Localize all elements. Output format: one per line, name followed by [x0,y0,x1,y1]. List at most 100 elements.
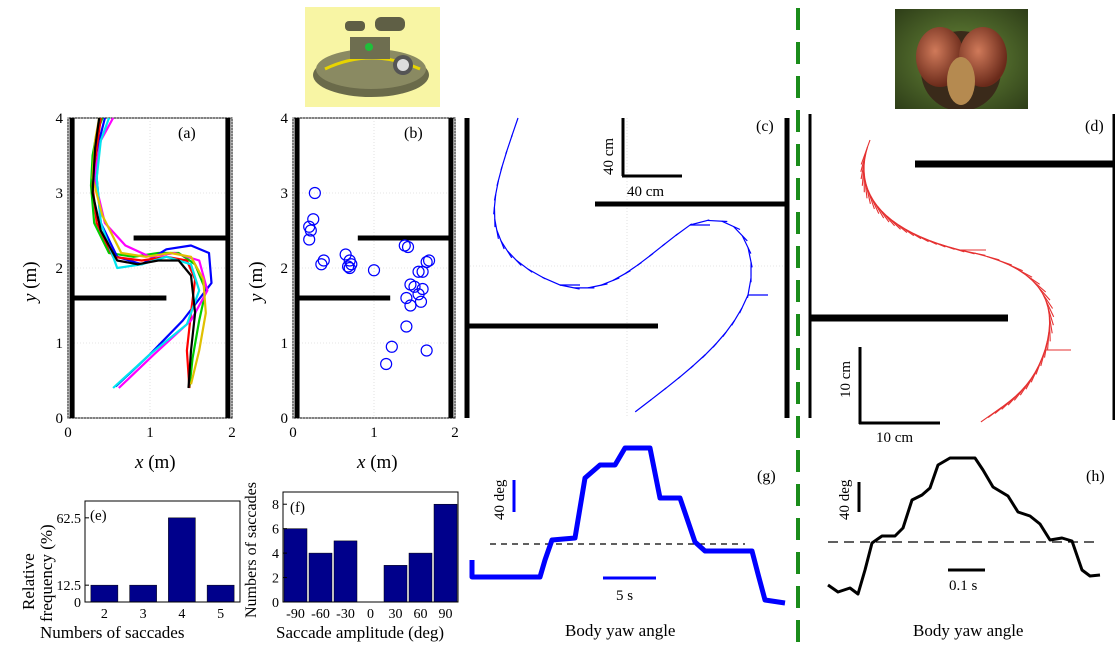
panel-c-segment [587,283,608,289]
panel-c-segment [664,376,681,390]
panel-c-segment [510,117,519,138]
panel-b-point [404,278,417,291]
panel-a-y-ticks: 0 1 2 3 4 [56,111,64,427]
panel-b-points [303,186,436,371]
panel-e-x-ticks: 2 3 4 5 [101,607,224,622]
panel-d-segment [1037,286,1054,309]
a-x-tick-label: 2 [228,425,236,441]
a-y-tick-label: 2 [56,261,64,277]
f-bar [308,552,333,603]
b-x-tick-label: 2 [451,425,459,441]
panel-b-point [307,213,320,226]
panel-e-label: (e) [90,508,107,524]
f-x-tick-label: 60 [414,607,428,622]
b-y-tick-label: 0 [281,411,289,427]
panel-h-label: (h) [1086,468,1105,485]
b-y-tick-label: 2 [281,261,289,277]
e-x-tick-label: 2 [101,607,108,622]
panel-a-series-line-6 [91,117,197,389]
panel-a-ylabel: y (m) [20,261,41,304]
panel-b-endpoints: 0 1 2 3 4 0 1 2 (b) x (m) y (m) [246,111,459,473]
panel-b-point [303,233,316,246]
panel-c-segment [493,207,496,228]
panel-b-x-ticks: 0 1 2 [289,425,459,441]
a-x-tick-label: 0 [64,425,72,441]
f-y-tick-label: 2 [272,572,279,587]
panel-h-scale-v-label: 40 deg [837,479,853,520]
panel-h-yaw-fly: 40 deg 0.1 s (h) Body yaw angle [827,456,1105,640]
panel-b-point [422,254,436,267]
panel-d-segment [861,159,866,186]
panel-b-point [308,186,321,200]
panel-h-scale-h-label: 0.1 s [949,578,978,594]
e-bar [206,584,235,603]
f-x-tick-label: -90 [286,607,305,622]
panel-f-ylabel: Numbers of saccades [243,482,260,618]
panel-b-point [343,261,356,275]
panel-b-point [416,282,429,296]
f-x-tick-label: -60 [311,607,330,622]
panel-d-segment [864,178,871,205]
panel-b-point [341,260,355,273]
a-x-tick-label: 1 [146,425,154,441]
panel-d-segment [1047,307,1053,334]
panel-e-y-ticks: 0 12.5 62.5 [57,512,89,611]
panel-h-title: Body yaw angle [913,621,1023,640]
panel-f-label: (f) [290,500,305,516]
panel-a-label: (a) [178,125,196,142]
panel-e-bars [90,517,235,603]
panel-g-yaw-line [469,445,786,606]
panel-b-point [400,291,413,305]
panel-d-segment [873,200,890,223]
panel-d-segment [1032,280,1051,301]
panel-d-heading-segments [860,139,1071,423]
f-bar [333,540,358,603]
panel-c-segment [677,365,694,380]
panel-g-scale-v-label: 40 deg [492,479,508,520]
panel-d-segment [860,153,867,180]
panel-c-segment [721,220,741,231]
e-x-tick-label: 3 [140,607,147,622]
panel-d-scale-v-label: 10 cm [838,361,854,398]
panel-g-label: (g) [757,468,776,485]
panel-d-segment [865,184,875,210]
panel-g-scale-h-label: 5 s [616,588,633,604]
panel-g-title: Body yaw angle [565,621,675,640]
panel-b-grid [292,117,456,419]
f-bar [383,565,408,603]
panel-c-heading-segments [493,117,768,413]
panel-e-ylabel-line1: Relative [19,553,38,610]
panel-c-segment [707,219,728,223]
panel-c-segment [494,219,499,239]
e-y-tick-label: 0 [74,596,81,611]
panel-d-label: (d) [1085,118,1104,135]
panel-d-segment [870,195,885,219]
e-y-tick-label: 62.5 [57,512,82,527]
panel-a-series-line-0 [89,117,207,389]
f-bar [283,528,308,603]
panel-b-point [317,254,330,267]
f-x-tick-label: -30 [336,607,355,622]
b-y-tick-label: 1 [281,336,289,352]
f-y-tick-label: 0 [272,596,279,611]
hovercraft-robot-image [305,7,440,107]
b-x-tick-label: 0 [289,425,297,441]
panel-b-point [404,299,417,312]
panel-e-xlabel: Numbers of saccades [40,623,184,642]
a-y-tick-label: 0 [56,411,64,427]
e-bar [90,584,119,603]
panel-b-point [367,264,381,277]
panel-c-segment [661,233,679,247]
panel-b-point [401,240,415,254]
panel-d-segment [863,172,868,199]
panel-f-frame [282,491,459,603]
a-y-tick-label: 4 [56,111,64,127]
panel-c-segment [500,240,513,259]
f-bar [433,503,458,603]
panel-b-xlabel: x (m) [356,452,398,473]
e-x-tick-label: 5 [217,607,224,622]
panel-a-x-ticks: 0 1 2 [64,425,236,441]
e-bar [129,584,157,603]
panel-d-scale-h-label: 10 cm [876,430,913,446]
